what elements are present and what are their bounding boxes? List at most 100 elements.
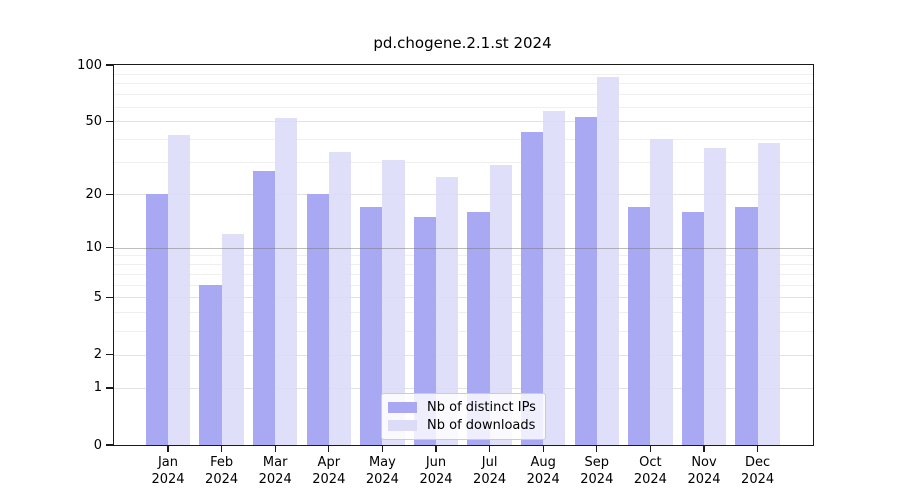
- minor-gridline: [114, 94, 813, 96]
- year-label: 2024: [526, 472, 560, 487]
- x-axis-tick-label: Oct 2024: [622, 454, 678, 488]
- bar-jul-nb-of-downloads: [489, 164, 512, 445]
- x-tick-mark: [220, 445, 223, 452]
- x-axis-tick-label: Aug 2024: [515, 454, 571, 488]
- legend-label: Nb of distinct IPs: [427, 400, 536, 415]
- bar-jan-nb-of-downloads: [168, 135, 191, 445]
- year-label: 2024: [687, 472, 721, 487]
- month-label: Dec: [745, 455, 771, 470]
- year-label: 2024: [741, 472, 775, 487]
- minor-gridline: [114, 273, 813, 275]
- y-tick-mark: [105, 120, 113, 122]
- bar-apr-nb-of-distinct-ips: [306, 194, 329, 445]
- x-axis-tick-label: Dec 2024: [730, 454, 786, 488]
- legend-swatch-nb-of-downloads: [388, 420, 417, 431]
- month-label: Sep: [584, 455, 610, 470]
- y-tick-mark: [105, 193, 113, 195]
- month-label: Mar: [262, 455, 288, 470]
- month-label: Nov: [691, 455, 717, 470]
- x-axis-tick-label: Sep 2024: [569, 454, 625, 488]
- y-axis-tick-label: 20: [85, 186, 102, 202]
- legend-swatch-nb-of-distinct-ips: [388, 402, 417, 413]
- bar-aug-nb-of-downloads: [543, 110, 566, 445]
- year-label: 2024: [258, 472, 292, 487]
- month-label: Feb: [210, 455, 234, 470]
- bar-apr-nb-of-downloads: [328, 152, 352, 445]
- y-tick-mark: [105, 296, 113, 299]
- major-gridline: [114, 297, 813, 299]
- legend-item: Nb of distinct IPs: [388, 400, 536, 415]
- x-tick-mark: [596, 445, 598, 452]
- bar-dec-nb-of-downloads: [757, 143, 780, 445]
- x-axis-tick-label: Jun 2024: [408, 454, 464, 488]
- major-gridline: [114, 121, 813, 123]
- legend: Nb of distinct IPs Nb of downloads: [381, 393, 546, 440]
- bar-mar-nb-of-distinct-ips: [252, 170, 276, 445]
- minor-gridline: [114, 330, 813, 332]
- major-gridline: [114, 387, 813, 389]
- bar-oct-nb-of-distinct-ips: [628, 207, 651, 445]
- minor-gridline: [114, 255, 813, 257]
- bar-mar-nb-of-downloads: [275, 118, 298, 445]
- y-axis-tick-label: 100: [77, 57, 102, 73]
- minor-gridline: [114, 73, 813, 75]
- y-axis-tick-label: 50: [85, 113, 102, 129]
- minor-gridline: [114, 83, 813, 85]
- month-label: Jun: [425, 455, 447, 470]
- major-gridline: [114, 194, 813, 196]
- month-label: Apr: [317, 455, 341, 470]
- y-axis-tick-label: 1: [93, 380, 102, 396]
- year-label: 2024: [312, 472, 346, 487]
- x-axis-tick-label: Jan 2024: [140, 454, 196, 488]
- year-label: 2024: [580, 472, 614, 487]
- bar-nov-nb-of-distinct-ips: [681, 211, 704, 445]
- legend-label: Nb of downloads: [427, 418, 536, 433]
- major-gridline: [114, 354, 813, 356]
- year-label: 2024: [419, 472, 453, 487]
- y-tick-mark: [105, 444, 113, 446]
- x-axis-tick-label: Mar 2024: [247, 454, 303, 488]
- y-axis-tick-label: 10: [85, 240, 102, 256]
- bar-jul-nb-of-distinct-ips: [467, 211, 490, 445]
- minor-gridline: [114, 162, 813, 164]
- year-label: 2024: [205, 472, 239, 487]
- month-label: Aug: [530, 455, 556, 470]
- y-tick-mark: [105, 387, 113, 389]
- bar-may-nb-of-downloads: [382, 159, 405, 445]
- x-axis-tick-label: Jul 2024: [462, 454, 518, 488]
- x-tick-mark: [328, 445, 330, 452]
- emphasized-gridline: [114, 247, 813, 249]
- year-label: 2024: [151, 472, 185, 487]
- y-tick-mark: [105, 64, 113, 66]
- x-axis-tick-label: Feb 2024: [194, 454, 250, 488]
- month-label: Jan: [157, 455, 179, 470]
- month-label: Jul: [481, 455, 498, 470]
- bar-sep-nb-of-distinct-ips: [574, 116, 597, 445]
- x-axis-tick-label: Nov 2024: [676, 454, 732, 488]
- bar-nov-nb-of-downloads: [704, 147, 727, 445]
- y-axis-tick-label: 0: [93, 437, 102, 453]
- x-tick-mark: [488, 445, 491, 452]
- chart-title: pd.chogene.2.1.st 2024: [373, 34, 552, 52]
- x-tick-mark: [542, 445, 544, 452]
- bar-oct-nb-of-downloads: [650, 139, 673, 445]
- x-tick-mark: [167, 445, 169, 452]
- x-tick-mark: [274, 445, 276, 452]
- bar-jun-nb-of-downloads: [436, 176, 459, 445]
- bar-may-nb-of-distinct-ips: [360, 207, 383, 445]
- x-tick-mark: [756, 445, 759, 452]
- y-axis-tick-label: 2: [93, 347, 102, 363]
- year-label: 2024: [473, 472, 507, 487]
- bar-feb-nb-of-distinct-ips: [199, 284, 222, 445]
- minor-gridline: [114, 284, 813, 286]
- x-axis-tick-label: May 2024: [354, 454, 410, 488]
- minor-gridline: [114, 312, 813, 314]
- minor-gridline: [114, 106, 813, 108]
- plot-area: 0 1 2 5 10 20 50 100 Jan 2024 Feb 2024 Mar 2024 Apr 202…: [77, 58, 814, 487]
- bar-dec-nb-of-distinct-ips: [735, 207, 758, 445]
- year-label: 2024: [633, 472, 667, 487]
- bar-aug-nb-of-distinct-ips: [520, 131, 544, 445]
- legend-item: Nb of downloads: [388, 418, 536, 433]
- x-tick-mark: [435, 445, 437, 452]
